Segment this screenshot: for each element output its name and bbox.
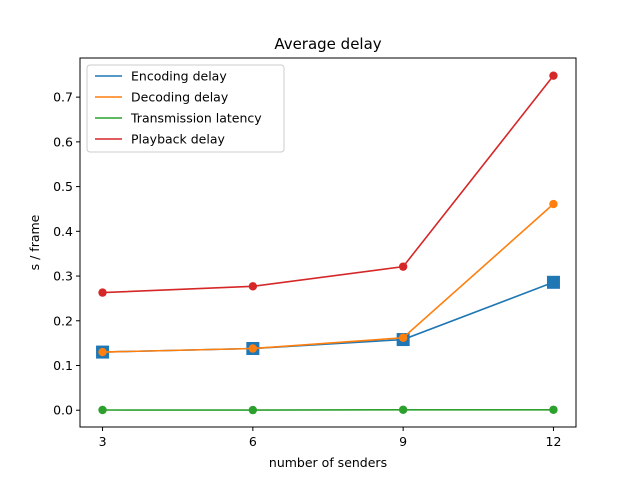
data-point-transmission-latency [549,405,558,414]
y-tick-label: 0.3 [53,269,73,284]
legend-label-playback-delay: Playback delay [131,132,226,147]
axis-layer: 3 6 9 12 0.0 0.1 0.2 0.3 0.4 0.5 0.6 0.7 [53,90,561,449]
x-tick-label: 9 [399,434,407,449]
y-tick-label: 0.4 [53,224,73,239]
data-point-decoding-delay [248,344,258,353]
data-point-decoding-delay [549,199,558,209]
legend: Encoding delay Decoding delay Transmission… [86,64,285,153]
data-point-playback-delay [98,288,107,297]
y-tick-label: 0.1 [53,358,73,373]
y-tick-label: 0.5 [53,179,73,194]
legend-label-encoding-delay: Encoding delay [131,69,227,84]
legend-box [86,64,285,153]
y-axis-title: s / frame [27,214,42,270]
data-point-encoding-delay [546,275,560,289]
y-tick-label: 0.0 [53,403,73,418]
series-line-playback-delay [102,75,555,294]
plot-frame [79,57,577,428]
x-tick-label: 12 [546,434,562,449]
legend-label-transmission-latency: Transmission latency [130,111,262,126]
series-line-decoding-delay [102,203,554,353]
data-point-decoding-delay [398,333,408,342]
data-point-playback-delay [398,262,408,271]
x-axis-title: number of senders [269,455,387,470]
y-tick-label: 0.2 [53,313,73,328]
data-point-transmission-latency [398,405,408,414]
data-point-decoding-delay [98,347,107,357]
x-tick-label: 6 [249,434,257,449]
y-tick-label: 0.6 [53,134,73,149]
x-tick-label: 3 [99,434,107,449]
y-tick-label: 0.7 [53,90,73,105]
chart-title: Average delay [274,35,381,53]
legend-label-decoding-delay: Decoding delay [131,90,229,105]
series-layer [96,71,560,415]
data-point-transmission-latency [248,405,258,415]
data-point-playback-delay [248,282,258,291]
data-point-playback-delay [549,71,558,80]
data-point-transmission-latency [98,405,107,415]
